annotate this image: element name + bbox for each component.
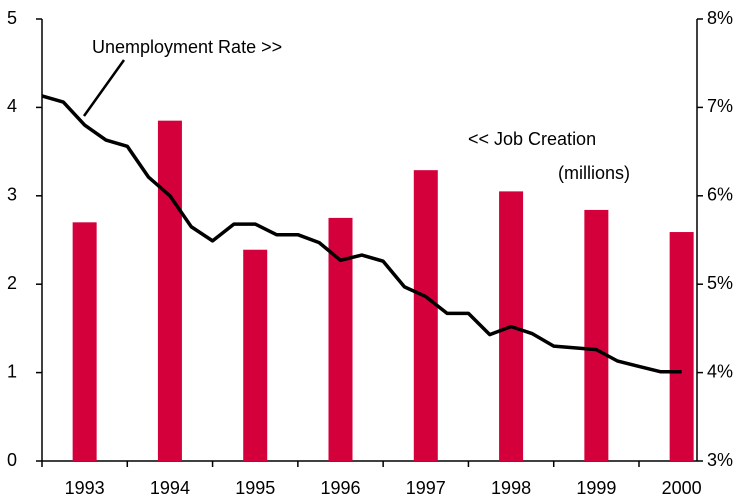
annotation-pointer xyxy=(82,59,126,117)
x-tick-label: 1997 xyxy=(406,478,446,498)
y2-tick-label: 6% xyxy=(707,185,733,205)
bar-annotation: << Job Creation xyxy=(468,129,596,149)
y2-tick-label: 8% xyxy=(707,8,733,28)
y2-tick-label: 5% xyxy=(707,273,733,293)
bar xyxy=(157,120,182,461)
y-tick-label: 1 xyxy=(7,361,17,381)
x-tick-label: 1998 xyxy=(491,478,531,498)
bar xyxy=(669,232,694,461)
bar xyxy=(243,249,268,461)
bar xyxy=(413,170,438,461)
x-tick-label: 1996 xyxy=(320,478,360,498)
y-tick-label: 3 xyxy=(7,185,17,205)
bar xyxy=(72,222,97,461)
y-tick-label: 0 xyxy=(7,450,17,470)
x-tick-label: 1993 xyxy=(65,478,105,498)
y-tick-label: 2 xyxy=(7,273,17,293)
y2-tick-label: 4% xyxy=(707,361,733,381)
y-tick-label: 5 xyxy=(7,8,17,28)
bar-annotation: (millions) xyxy=(558,163,630,183)
y2-tick-label: 3% xyxy=(707,450,733,470)
line-annotation: Unemployment Rate >> xyxy=(92,37,282,57)
line xyxy=(41,94,682,374)
x-tick-label: 1999 xyxy=(576,478,616,498)
x-tick-label: 1995 xyxy=(235,478,275,498)
bar xyxy=(584,209,609,461)
x-tick-label: 2000 xyxy=(662,478,702,498)
y2-tick-label: 7% xyxy=(707,96,733,116)
x-tick-label: 1994 xyxy=(150,478,190,498)
y-tick-label: 4 xyxy=(7,96,17,116)
